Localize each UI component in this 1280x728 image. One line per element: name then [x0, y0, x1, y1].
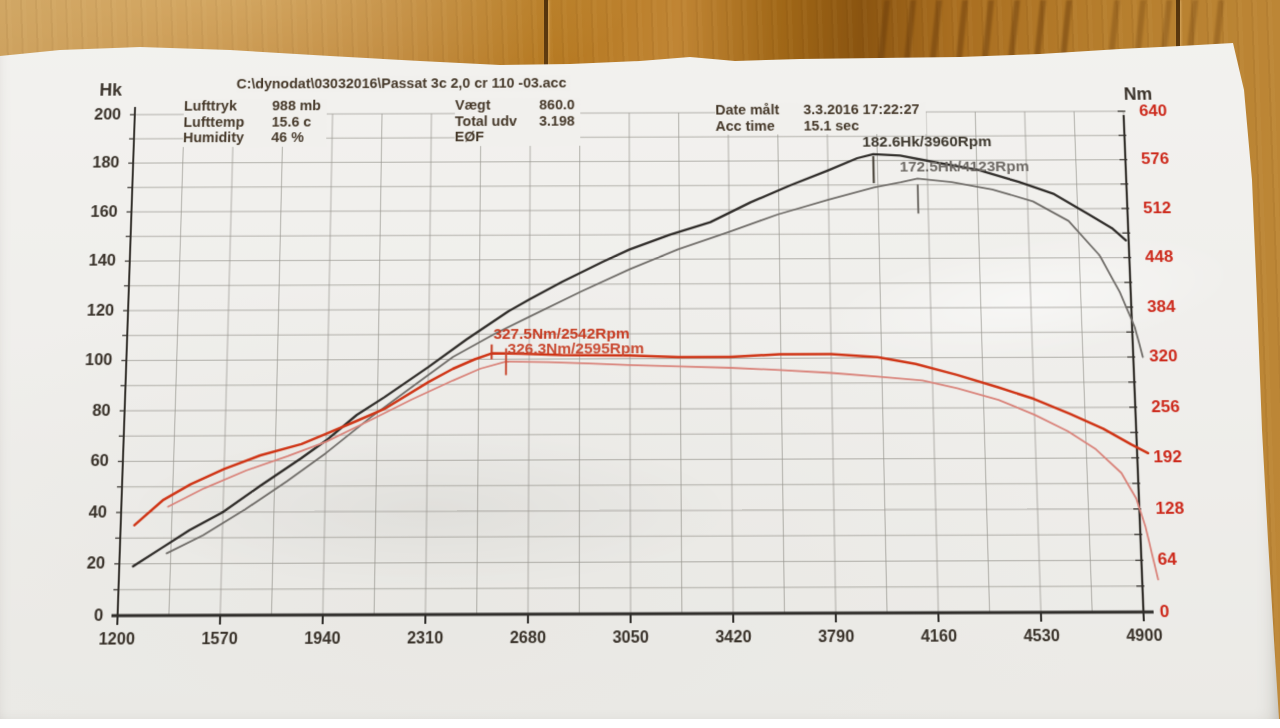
left-axis-tick-label: 20 [86, 554, 105, 573]
left-axis-tick-label: 80 [92, 402, 111, 420]
left-axis-unit-label: Hk [99, 80, 122, 100]
left-axis-tick-label: 200 [94, 106, 122, 124]
info-value: 988 mb [272, 99, 321, 115]
peak-marker-tick [873, 156, 874, 183]
grid-line-vertical [374, 114, 382, 615]
info-label: Vægt [455, 98, 539, 114]
right-axis-tick-label: 192 [1153, 447, 1182, 467]
grid-line-vertical [679, 113, 682, 614]
bottom-axis [111, 612, 1153, 616]
info-label: EØF [455, 130, 539, 146]
x-axis-tick-label: 3790 [818, 628, 855, 646]
info-label: Humidity [183, 130, 272, 146]
grid-line-vertical [220, 114, 234, 615]
right-axis-tick-label: 64 [1157, 550, 1178, 570]
torque-previous-run-curve [166, 359, 1158, 583]
info-value: 3.198 [539, 114, 575, 130]
right-axis-tick-label: 256 [1151, 397, 1180, 416]
x-axis-tick-label: 1200 [98, 631, 135, 649]
info-label: Acc time [715, 119, 803, 135]
x-axis-tick-label: 3050 [613, 629, 650, 647]
x-axis-tick-label: 1570 [201, 630, 238, 648]
grid-line-vertical [323, 114, 333, 615]
grid-line-vertical [926, 112, 939, 613]
grid-line-vertical [477, 113, 481, 614]
x-axis-tick-label: 4530 [1023, 628, 1060, 646]
x-axis-tick-label: 4900 [1126, 627, 1163, 645]
info-label: Total udv [455, 114, 539, 130]
info-value: 15.6 c [271, 115, 311, 131]
left-axis-tick-label: 180 [92, 154, 120, 172]
right-axis-tick-label: 576 [1141, 150, 1170, 169]
info-value: 15.1 sec [804, 118, 860, 134]
grid-line-vertical [629, 113, 630, 614]
right-axis-tick-label: 320 [1149, 347, 1178, 366]
left-axis-tick-label: 160 [90, 203, 118, 221]
x-axis-tick-label: 4160 [921, 628, 958, 646]
grid-line-vertical [528, 113, 530, 614]
info-label: Lufttemp [183, 115, 272, 131]
x-axis-tick-label: 1940 [304, 630, 341, 648]
peak-annotation: 182.6Hk/3960Rpm [862, 133, 992, 150]
left-axis [118, 107, 136, 616]
grid-line-vertical [271, 114, 283, 615]
left-axis-tick-label: 140 [88, 252, 116, 270]
right-axis-tick-label: 384 [1147, 297, 1177, 316]
grid-line-vertical [169, 114, 184, 615]
x-axis-tick-label: 2680 [510, 629, 547, 647]
info-row: EØF [455, 129, 575, 145]
right-axis [1124, 115, 1144, 612]
info-label: Lufttryk [184, 99, 272, 115]
data-file-path: C:\dynodat\03032016\Passat 3c 2,0 cr 110… [236, 75, 570, 92]
peak-annotation: 326.3Nm/2595Rpm [508, 340, 644, 358]
info-value: 3.3.2016 17:22:27 [803, 102, 919, 118]
right-axis-tick-label: 512 [1143, 198, 1172, 217]
left-axis-tick-label: 60 [90, 452, 109, 470]
torque-current-run-curve [134, 351, 1150, 525]
right-axis-tick-label: 128 [1155, 498, 1184, 518]
info-value: 46 % [271, 130, 304, 146]
grid-line-vertical [728, 113, 733, 614]
right-axis-tick-label: 0 [1159, 601, 1169, 621]
peak-annotation: 172.5Hk/4123Rpm [900, 159, 1030, 176]
info-value: 860.0 [539, 98, 575, 114]
grid-line-vertical [1074, 111, 1092, 612]
right-axis-unit-label: Nm [1123, 84, 1152, 104]
left-axis-tick-label: 0 [94, 606, 104, 625]
grid-line-vertical [827, 112, 836, 613]
left-axis-tick-label: 40 [88, 503, 107, 522]
left-axis-tick-label: 120 [86, 302, 114, 320]
x-axis-tick-label: 3420 [715, 629, 752, 647]
right-axis-tick-label: 448 [1145, 247, 1174, 266]
x-axis-tick-label: 2310 [407, 630, 444, 648]
info-label: Date målt [715, 103, 803, 119]
left-axis-tick-label: 100 [85, 351, 113, 369]
peak-marker-tick [918, 184, 919, 213]
